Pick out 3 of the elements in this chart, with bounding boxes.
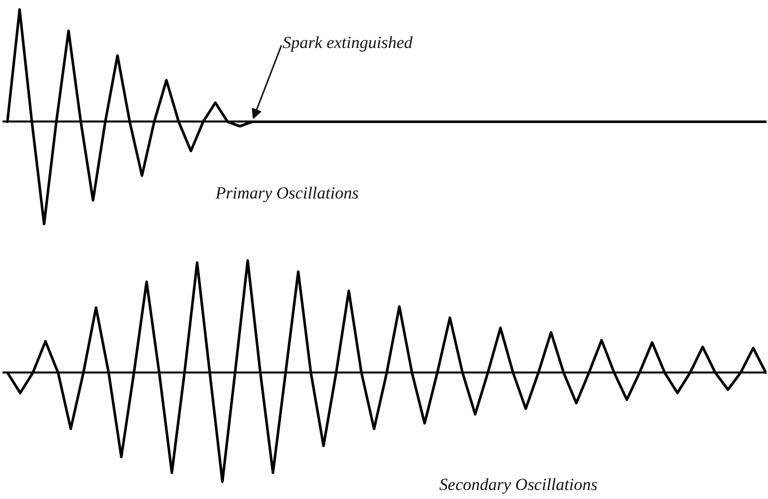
text: Primary Oscillations: [214, 184, 359, 203]
annotation: Spark extinguished: [282, 33, 413, 52]
text: Secondary Oscillations: [439, 475, 598, 494]
